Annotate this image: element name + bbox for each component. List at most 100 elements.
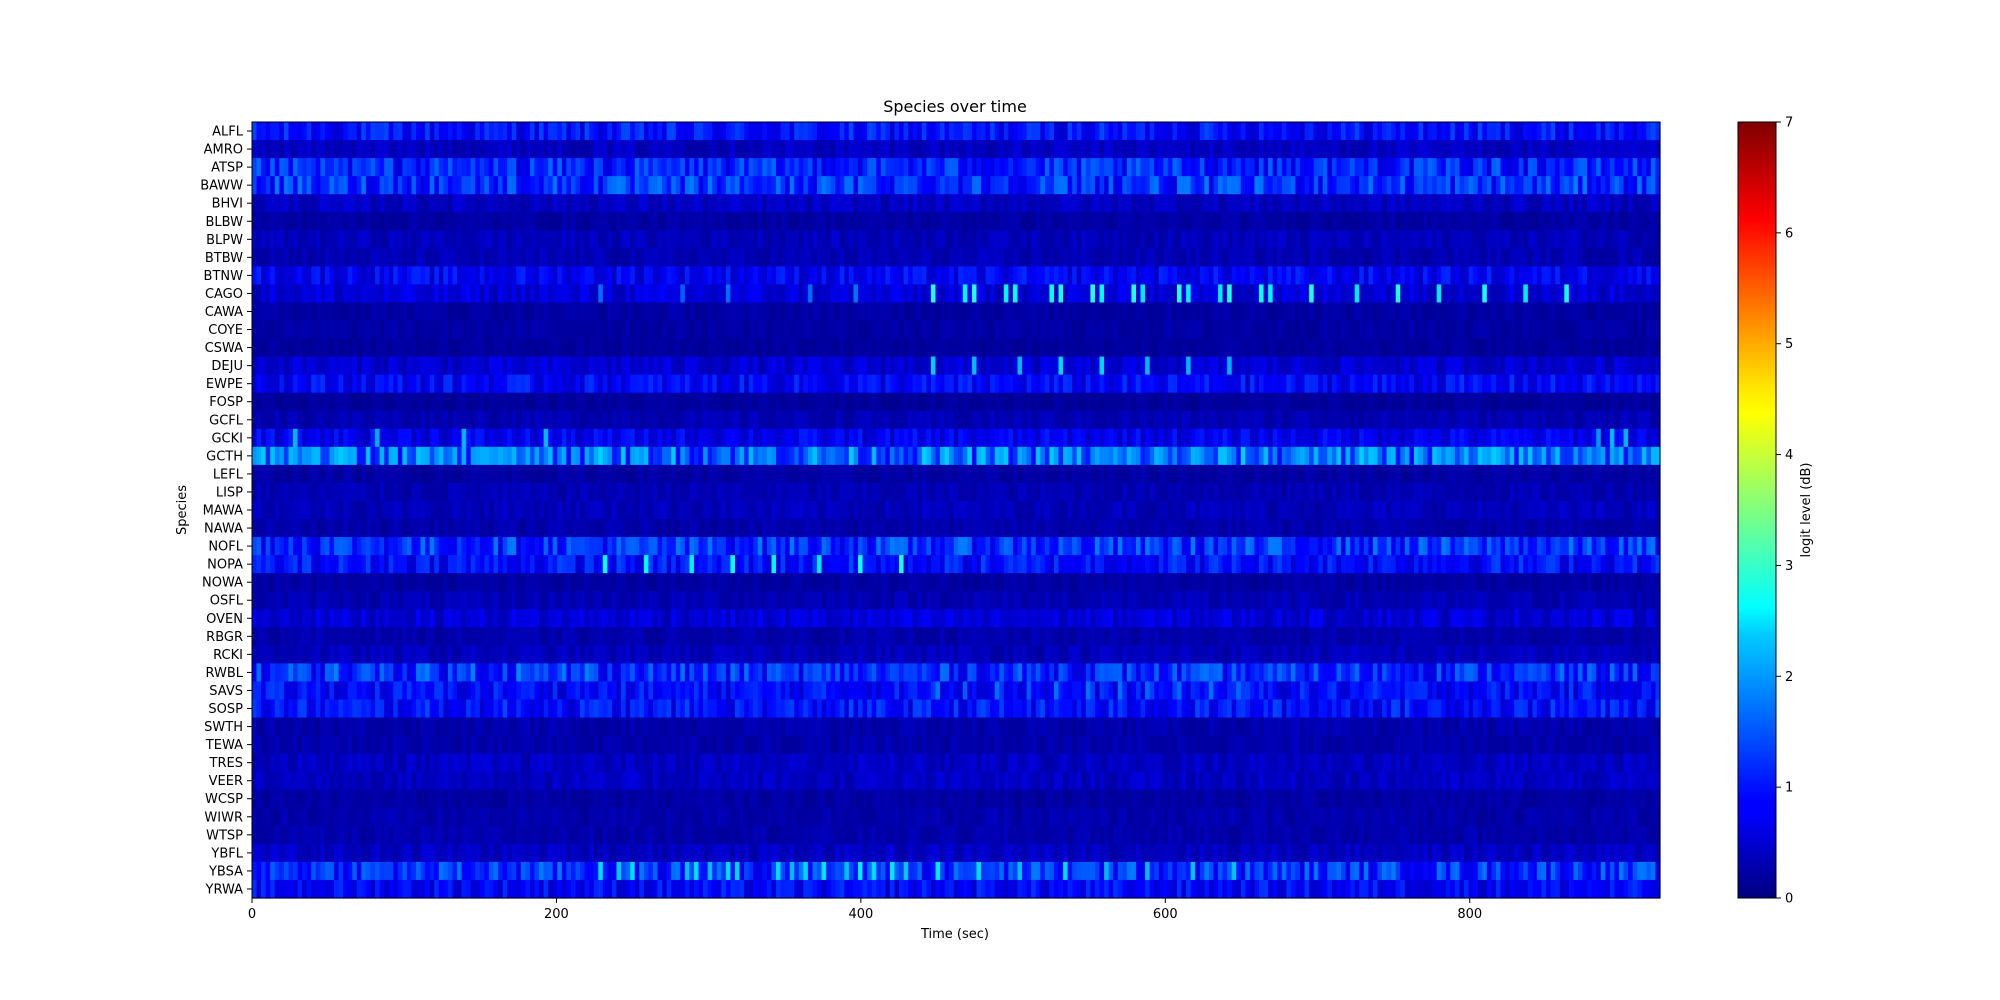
heatmap-cell bbox=[1605, 338, 1611, 358]
heatmap-cell bbox=[334, 248, 340, 267]
heatmap-cell bbox=[584, 176, 590, 195]
heatmap-cell bbox=[1272, 194, 1278, 213]
heatmap-cell bbox=[1632, 212, 1638, 231]
heatmap-cell bbox=[1259, 374, 1265, 394]
heatmap-cell bbox=[1044, 140, 1051, 159]
heatmap-cell bbox=[1131, 266, 1137, 286]
heatmap-cell bbox=[370, 320, 376, 340]
heatmap-cell bbox=[844, 230, 850, 249]
heatmap-cell bbox=[470, 284, 476, 304]
heatmap-cell bbox=[880, 266, 886, 286]
heatmap-cell bbox=[1372, 194, 1379, 213]
heatmap-cell bbox=[835, 374, 841, 394]
heatmap-cell bbox=[930, 122, 937, 141]
heatmap-cell bbox=[1436, 302, 1442, 322]
heatmap-cell bbox=[725, 392, 732, 412]
heatmap-cell bbox=[580, 284, 586, 304]
heatmap-cell bbox=[762, 122, 768, 141]
heatmap-cell bbox=[634, 374, 640, 394]
heatmap-cell bbox=[520, 302, 526, 322]
heatmap-cell bbox=[311, 122, 317, 141]
heatmap-cell bbox=[488, 140, 495, 159]
heatmap-cell bbox=[1495, 284, 1502, 304]
heatmap-cell bbox=[1222, 320, 1228, 340]
heatmap-cell bbox=[557, 140, 563, 159]
heatmap-cell bbox=[953, 392, 959, 412]
heatmap-cell bbox=[657, 194, 663, 213]
heatmap-cell bbox=[744, 338, 750, 358]
heatmap-cell bbox=[270, 284, 276, 304]
heatmap-cell bbox=[716, 176, 722, 195]
heatmap-cell bbox=[265, 320, 271, 340]
heatmap-cell bbox=[1646, 140, 1652, 159]
heatmap-cell bbox=[580, 266, 586, 286]
heatmap-cell bbox=[557, 194, 563, 213]
heatmap-cell bbox=[352, 266, 358, 286]
heatmap-cell bbox=[894, 320, 900, 340]
heatmap-cell bbox=[1518, 194, 1524, 213]
heatmap-cell bbox=[1413, 140, 1420, 159]
heatmap-cell bbox=[493, 158, 499, 177]
heatmap-cell bbox=[1263, 248, 1269, 267]
heatmap-cell bbox=[962, 140, 968, 159]
heatmap-cell bbox=[648, 158, 654, 177]
heatmap-cell bbox=[397, 140, 403, 159]
heatmap-cell bbox=[1559, 302, 1565, 322]
heatmap-cell bbox=[1204, 248, 1210, 267]
heatmap-cell bbox=[598, 248, 604, 267]
heatmap-cell bbox=[662, 266, 668, 286]
heatmap-cell bbox=[867, 140, 873, 159]
heatmap-cell bbox=[1423, 248, 1429, 267]
heatmap-cell bbox=[1473, 158, 1479, 177]
heatmap-cell bbox=[1495, 158, 1502, 177]
heatmap-cell bbox=[1318, 212, 1324, 231]
heatmap-cell bbox=[976, 194, 982, 213]
heatmap-cell bbox=[1053, 338, 1060, 358]
heatmap-cell bbox=[1008, 194, 1014, 213]
heatmap-cell bbox=[1623, 320, 1629, 340]
heatmap-cell bbox=[420, 410, 426, 430]
heatmap-cell bbox=[274, 374, 280, 394]
heatmap-cell bbox=[1559, 374, 1565, 394]
heatmap-cell bbox=[1573, 230, 1579, 249]
heatmap-cell bbox=[1618, 356, 1625, 376]
heatmap-cell bbox=[561, 338, 568, 358]
heatmap-cell bbox=[1413, 158, 1420, 177]
heatmap-cell bbox=[375, 338, 381, 358]
heatmap-cell bbox=[1477, 176, 1483, 195]
heatmap-cell bbox=[707, 320, 713, 340]
heatmap-cell bbox=[566, 122, 572, 141]
heatmap-cell bbox=[1236, 212, 1242, 231]
heatmap-cell bbox=[1140, 356, 1146, 376]
heatmap-cell bbox=[1081, 320, 1087, 340]
heatmap-cell bbox=[835, 284, 841, 304]
heatmap-cell bbox=[1432, 158, 1438, 177]
heatmap-cell bbox=[1327, 392, 1333, 412]
heatmap-cell bbox=[935, 356, 941, 376]
heatmap-cell bbox=[1145, 212, 1151, 231]
heatmap-cell bbox=[894, 266, 900, 286]
heatmap-cell bbox=[1500, 140, 1506, 159]
heatmap-cell bbox=[1628, 230, 1634, 249]
heatmap-cell bbox=[411, 140, 417, 159]
heatmap-cell bbox=[324, 230, 331, 249]
heatmap-cell bbox=[926, 284, 932, 304]
heatmap-cell bbox=[575, 212, 581, 231]
heatmap-cell bbox=[361, 284, 367, 304]
heatmap-cell bbox=[1190, 230, 1196, 249]
heatmap-cell bbox=[867, 230, 873, 249]
heatmap-cell bbox=[1240, 122, 1246, 141]
heatmap-cell bbox=[930, 140, 937, 159]
heatmap-cell bbox=[1568, 212, 1575, 231]
heatmap-cell bbox=[580, 212, 586, 231]
heatmap-cell bbox=[771, 176, 777, 195]
heatmap-cell bbox=[270, 266, 276, 286]
heatmap-cell bbox=[1577, 266, 1584, 286]
heatmap-cell bbox=[1277, 284, 1283, 304]
heatmap-cell bbox=[725, 212, 732, 231]
heatmap-cell bbox=[461, 284, 467, 304]
heatmap-cell bbox=[1022, 158, 1028, 177]
heatmap-cell bbox=[1099, 266, 1105, 286]
heatmap-cell bbox=[1368, 284, 1374, 304]
heatmap-cell bbox=[1286, 338, 1292, 358]
